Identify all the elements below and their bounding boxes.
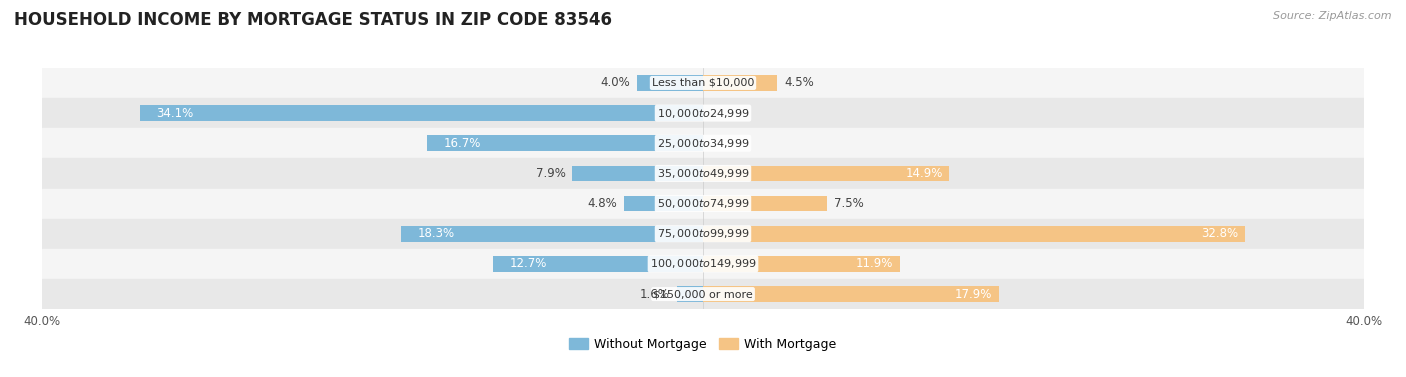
Bar [42, 249, 1364, 279]
Bar [42, 128, 1364, 158]
Bar [42, 219, 1364, 249]
Bar [572, 166, 703, 181]
Text: 11.9%: 11.9% [856, 257, 893, 270]
Bar [637, 75, 703, 91]
Bar [139, 105, 703, 121]
Text: Source: ZipAtlas.com: Source: ZipAtlas.com [1274, 11, 1392, 21]
Bar [401, 226, 703, 242]
Text: Less than $10,000: Less than $10,000 [652, 78, 754, 88]
Bar [427, 135, 703, 151]
Text: 32.8%: 32.8% [1201, 227, 1239, 240]
Text: HOUSEHOLD INCOME BY MORTGAGE STATUS IN ZIP CODE 83546: HOUSEHOLD INCOME BY MORTGAGE STATUS IN Z… [14, 11, 612, 29]
Bar [42, 279, 1364, 309]
Text: $50,000 to $74,999: $50,000 to $74,999 [657, 197, 749, 210]
Text: 18.3%: 18.3% [418, 227, 454, 240]
Legend: Without Mortgage, With Mortgage: Without Mortgage, With Mortgage [564, 333, 842, 356]
Text: 4.5%: 4.5% [785, 77, 814, 89]
Bar [494, 256, 703, 272]
Text: 17.9%: 17.9% [955, 288, 993, 300]
Text: $150,000 or more: $150,000 or more [654, 289, 752, 299]
Bar [42, 68, 1364, 98]
Bar [703, 75, 778, 91]
Text: 1.6%: 1.6% [640, 288, 669, 300]
Text: 4.0%: 4.0% [600, 77, 630, 89]
Text: 14.9%: 14.9% [905, 167, 942, 180]
Text: 16.7%: 16.7% [444, 137, 481, 150]
Bar [703, 196, 827, 211]
Bar [703, 166, 949, 181]
Bar [703, 286, 998, 302]
Text: $25,000 to $34,999: $25,000 to $34,999 [657, 137, 749, 150]
Text: 12.7%: 12.7% [510, 257, 547, 270]
Bar [703, 226, 1244, 242]
Text: $35,000 to $49,999: $35,000 to $49,999 [657, 167, 749, 180]
Bar [42, 158, 1364, 188]
Text: $100,000 to $149,999: $100,000 to $149,999 [650, 257, 756, 270]
Bar [624, 196, 703, 211]
Text: $10,000 to $24,999: $10,000 to $24,999 [657, 107, 749, 120]
Bar [42, 188, 1364, 219]
Bar [676, 286, 703, 302]
Text: 34.1%: 34.1% [156, 107, 194, 120]
Text: 4.8%: 4.8% [588, 197, 617, 210]
Text: 7.5%: 7.5% [834, 197, 863, 210]
Bar [703, 256, 900, 272]
Bar [42, 98, 1364, 128]
Text: 7.9%: 7.9% [536, 167, 565, 180]
Text: $75,000 to $99,999: $75,000 to $99,999 [657, 227, 749, 240]
